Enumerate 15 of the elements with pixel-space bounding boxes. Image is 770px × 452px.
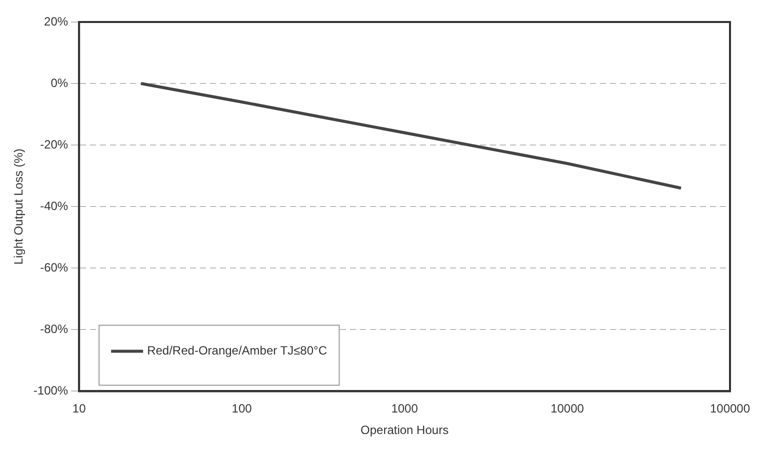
y-tick-label: 20% [44,14,68,28]
y-tick-label: -80% [40,322,68,336]
y-tick-label: -40% [40,198,68,213]
y-tick-label: 0% [50,76,68,90]
y-tick-label: -100% [33,384,68,398]
y-axis-title: Light Output Loss (%) [12,148,26,265]
x-tick-label: 10000 [550,402,584,416]
y-tick-label: -20% [40,137,68,152]
legend-label: Red/Red-Orange/Amber TJ≤80°C [147,344,328,358]
x-tick-label: 10 [72,402,86,416]
x-tick-label: 100 [232,402,252,416]
y-tick-label: -60% [40,260,68,274]
x-tick-label: 100000 [710,402,750,416]
x-axis-title: Operation Hours [360,423,449,438]
x-tick-label: 1000 [391,402,418,416]
